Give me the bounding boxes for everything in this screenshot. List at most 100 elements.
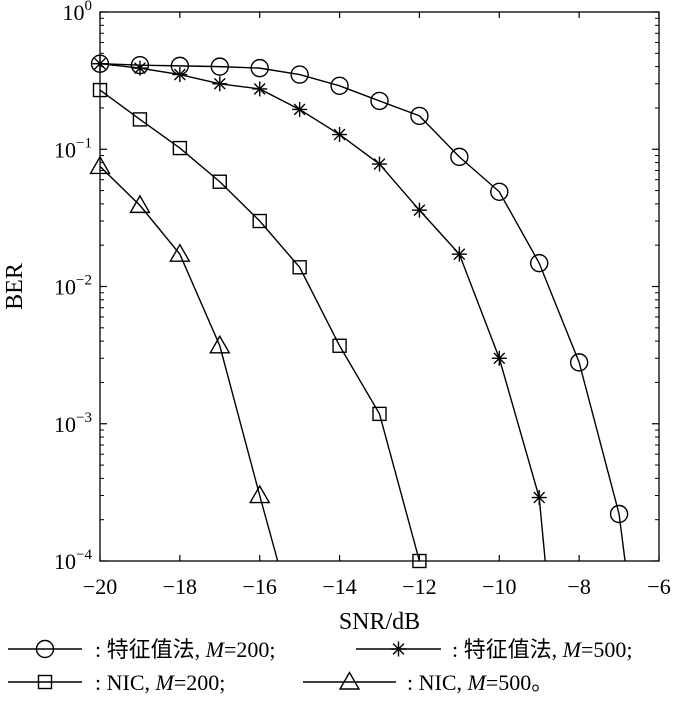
circle-marker <box>35 639 55 659</box>
data-point <box>372 406 387 422</box>
series-circle <box>90 54 629 562</box>
series-star <box>92 56 547 562</box>
series-line <box>99 89 421 562</box>
square-marker <box>37 674 53 690</box>
data-point <box>132 112 148 127</box>
data-point <box>609 504 629 524</box>
data-point <box>209 334 231 354</box>
data-point <box>92 56 108 72</box>
data-point <box>249 484 271 504</box>
data-point <box>410 106 429 126</box>
legend-marker <box>338 671 361 690</box>
data-point <box>210 57 229 76</box>
data-point <box>372 156 387 172</box>
square-marker <box>92 82 108 98</box>
x-tick-label: −16 <box>243 574 277 599</box>
data-point <box>212 76 228 92</box>
star-stroke <box>392 643 405 655</box>
data-point <box>370 91 389 111</box>
data-point <box>332 338 347 353</box>
y-tick-label: 10−4 <box>54 547 92 574</box>
data-point <box>172 140 188 156</box>
series-triangle <box>89 155 279 562</box>
square-marker <box>212 174 227 189</box>
circle-marker <box>609 504 629 524</box>
data-point <box>569 353 589 372</box>
square-marker <box>252 213 267 229</box>
legend-marker <box>37 674 53 690</box>
data-point <box>89 155 111 175</box>
x-tick-label: −18 <box>163 574 197 599</box>
circle-marker <box>530 253 549 273</box>
legend-entry: : 特征值法, M=500; <box>356 637 632 662</box>
legend-label: : 特征值法, M=200; <box>95 637 275 662</box>
data-point <box>132 60 148 76</box>
plot-frame <box>99 11 660 562</box>
data-point <box>290 65 309 84</box>
circle-marker <box>90 54 110 73</box>
star-stroke <box>453 248 466 261</box>
data-point <box>292 101 308 117</box>
square-marker <box>172 140 188 156</box>
star-stroke <box>253 83 266 95</box>
data-point <box>250 58 269 78</box>
data-point <box>450 147 469 167</box>
x-tick-label: −8 <box>567 574 590 599</box>
triangle-marker <box>129 194 151 214</box>
square-marker <box>292 260 307 275</box>
data-point <box>252 81 268 97</box>
data-point <box>129 194 151 214</box>
square-marker <box>332 338 347 353</box>
data-point <box>330 76 349 95</box>
x-tick-label: −6 <box>647 574 670 599</box>
y-tick-label: 10−1 <box>54 135 92 162</box>
series-square <box>92 82 427 569</box>
data-point <box>212 174 227 189</box>
series-line <box>99 165 279 562</box>
data-point <box>90 54 110 73</box>
data-point <box>172 67 188 83</box>
circle-marker <box>370 91 389 111</box>
data-point <box>292 260 307 275</box>
star-stroke <box>293 103 306 116</box>
star-stroke <box>533 491 546 504</box>
star-stroke <box>413 204 426 217</box>
x-tick-label: −20 <box>83 574 117 599</box>
triangle-marker <box>169 243 191 262</box>
legend-marker <box>391 641 406 657</box>
square-marker <box>412 553 427 569</box>
legend-label: : 特征值法, M=500; <box>452 637 632 662</box>
triangle-marker <box>249 484 271 504</box>
circle-marker <box>450 147 469 167</box>
data-point <box>412 553 427 569</box>
triangle-marker <box>89 155 111 175</box>
legend-label: : NIC, M=200; <box>95 670 225 695</box>
star-stroke <box>333 128 346 141</box>
series-line <box>99 63 626 562</box>
triangle-marker <box>209 334 231 354</box>
data-point <box>490 182 509 201</box>
star-stroke <box>213 77 226 90</box>
x-tick-label: −10 <box>482 574 516 599</box>
data-point <box>332 127 348 143</box>
square-marker <box>372 406 387 422</box>
data-point <box>451 246 467 262</box>
y-axis-label: BER <box>2 263 28 310</box>
y-tick-label: 10−2 <box>54 273 92 300</box>
x-tick-label: −14 <box>322 574 356 599</box>
y-tick-label: 100 <box>63 0 93 25</box>
x-axis-label: SNR/dB <box>339 609 420 635</box>
legend-label: : NIC, M=500。 <box>407 670 553 695</box>
data-point <box>411 202 427 218</box>
triangle-marker <box>338 671 361 690</box>
data-point <box>491 350 507 366</box>
data-point <box>252 213 267 229</box>
star-stroke <box>94 57 106 70</box>
circle-marker <box>569 353 589 372</box>
star-stroke <box>373 158 386 170</box>
x-tick-label: −12 <box>402 574 436 599</box>
circle-marker <box>330 76 349 95</box>
legend-entry: : 特征值法, M=200; <box>8 637 275 662</box>
